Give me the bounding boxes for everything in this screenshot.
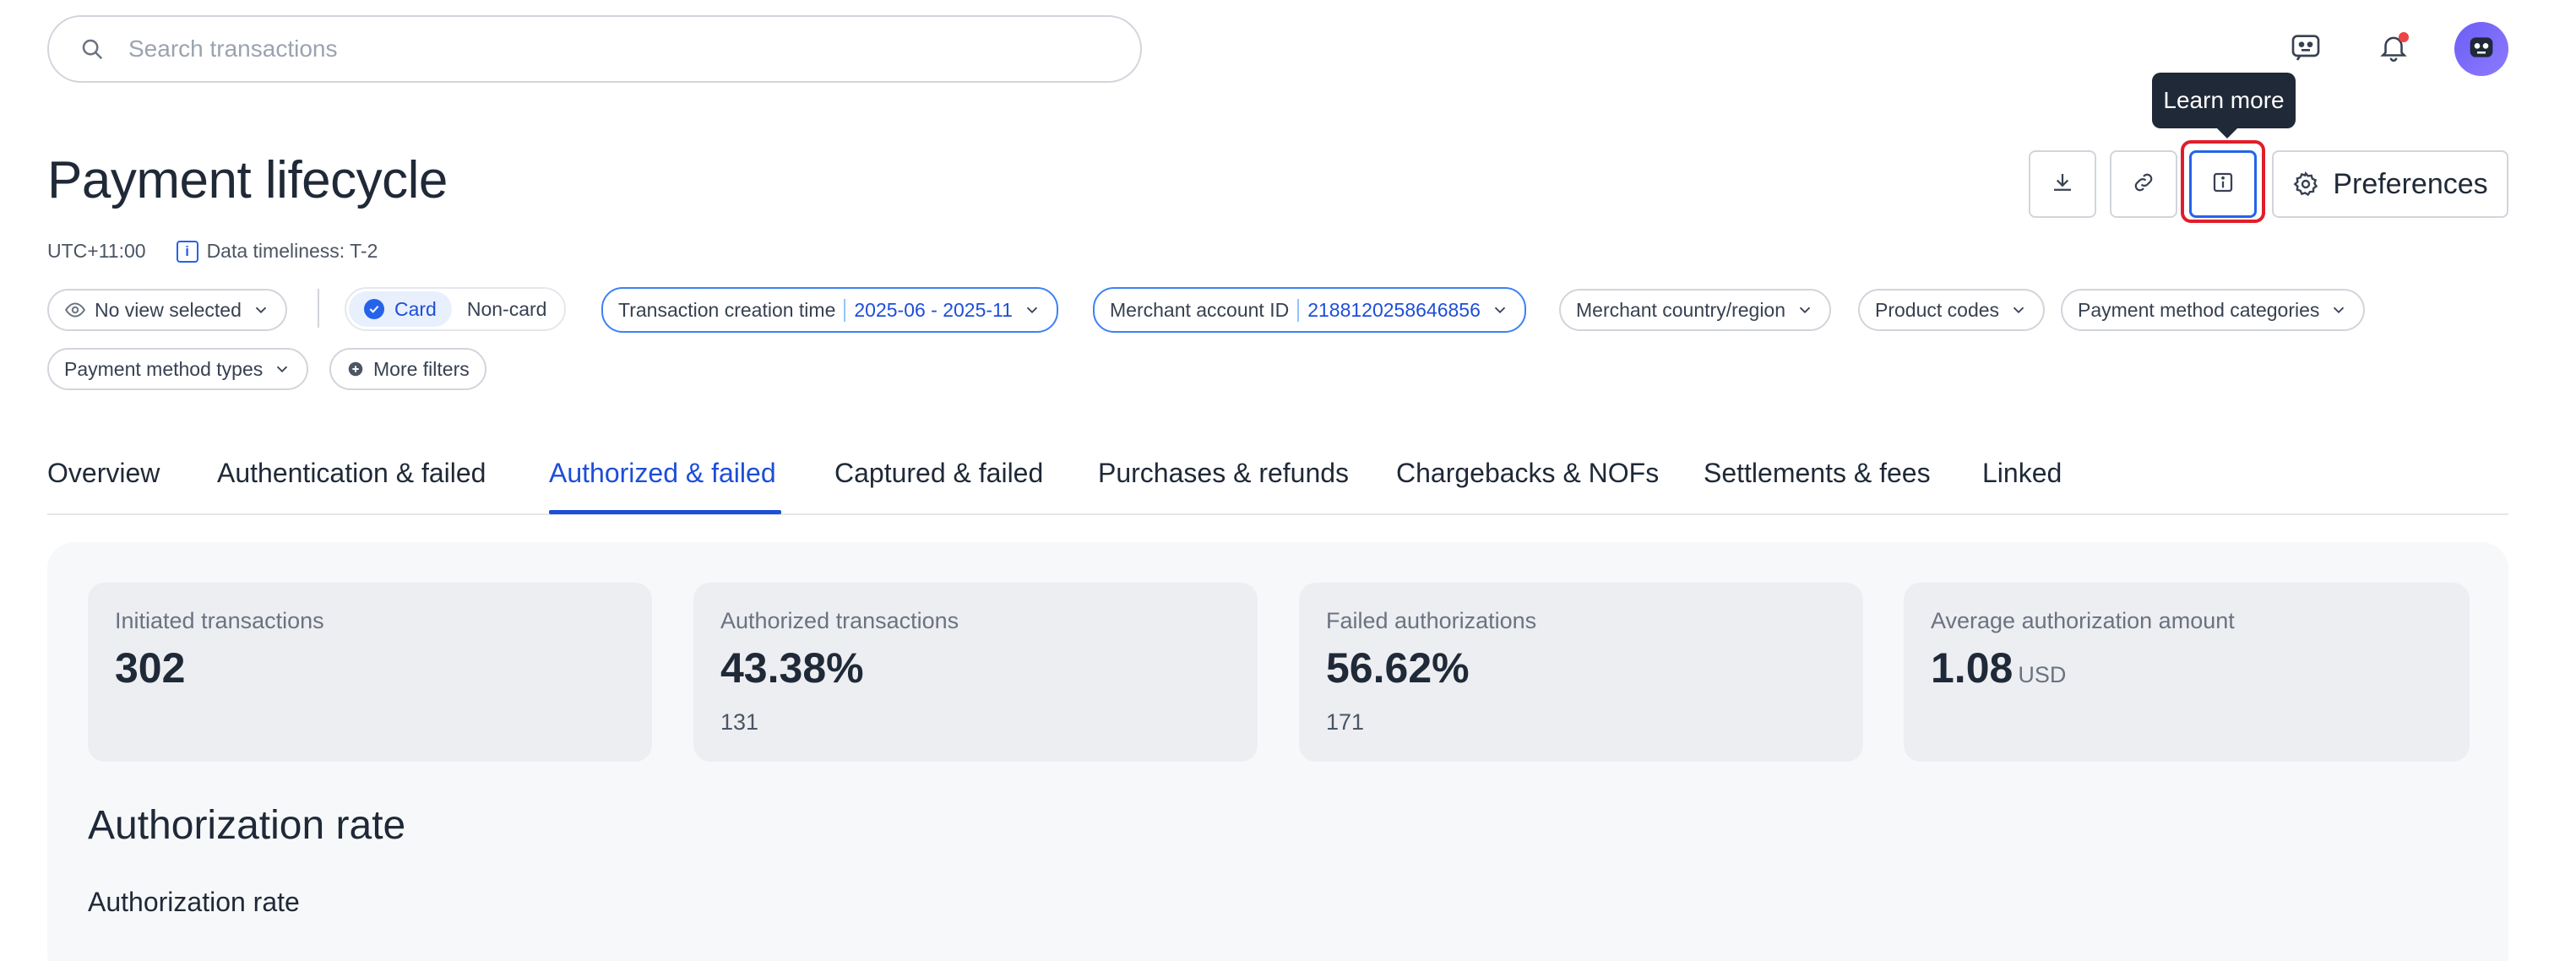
download-icon xyxy=(2050,170,2075,199)
metric-value: 302 xyxy=(115,644,186,692)
gear-icon xyxy=(2292,171,2319,198)
pm-categories-filter[interactable]: Payment method categories xyxy=(2061,289,2366,331)
view-select-label: No view selected xyxy=(95,298,242,321)
payment-type-toggle[interactable]: Card Non-card xyxy=(345,287,567,331)
txn-time-label: Transaction creation time xyxy=(618,298,836,321)
copy-link-button[interactable] xyxy=(2110,150,2177,218)
tab-authentication[interactable]: Authentication & failed xyxy=(217,458,486,488)
metric-count: 171 xyxy=(1326,709,1365,735)
toggle-non-card-label: Non-card xyxy=(466,297,547,320)
txn-time-value: 2025-06 - 2025-11 xyxy=(844,298,1013,322)
notification-dot xyxy=(2399,32,2409,42)
country-filter[interactable]: Merchant country/region xyxy=(1559,289,1832,331)
toggle-card[interactable]: Card xyxy=(349,291,452,327)
txn-time-filter[interactable]: Transaction creation time 2025-06 - 2025… xyxy=(601,287,1058,333)
page-title: Payment lifecycle xyxy=(47,151,448,209)
product-codes-filter[interactable]: Product codes xyxy=(1858,289,2046,331)
pm-categories-label: Payment method categories xyxy=(2078,298,2320,321)
chevron-down-icon xyxy=(2009,301,2028,319)
metric-label: Failed authorizations xyxy=(1326,608,1537,633)
section-title: Authorization rate xyxy=(88,803,406,848)
metric-card-average: Average authorization amount 1.08 USD xyxy=(1904,583,2470,762)
assistant-button[interactable] xyxy=(2279,22,2333,76)
view-select[interactable]: No view selected xyxy=(47,289,287,331)
section-subtitle: Authorization rate xyxy=(88,887,300,917)
chevron-down-icon xyxy=(1796,301,1814,319)
tab-linked[interactable]: Linked xyxy=(1982,458,2062,488)
country-filter-label: Merchant country/region xyxy=(1576,298,1786,321)
plus-circle-icon xyxy=(346,360,365,378)
metric-label: Average authorization amount xyxy=(1931,608,2235,633)
learn-more-button[interactable] xyxy=(2189,150,2257,218)
timezone-label: UTC+11:00 xyxy=(47,240,146,262)
metric-value: 56.62% xyxy=(1326,644,1470,692)
metric-card-initiated: Initiated transactions 302 xyxy=(88,583,652,762)
chevron-down-icon xyxy=(1023,301,1041,319)
merchant-account-value: 2188120258646856 xyxy=(1297,298,1481,322)
chevron-down-icon xyxy=(1491,301,1509,319)
more-filters-label: More filters xyxy=(373,357,470,380)
tab-authorized[interactable]: Authorized & failed xyxy=(549,458,776,488)
tab-bar: Overview Authentication & failed Authori… xyxy=(47,449,2508,515)
metric-label: Initiated transactions xyxy=(115,608,324,633)
merchant-account-label: Merchant account ID xyxy=(1110,298,1290,321)
chevron-down-icon xyxy=(2329,301,2348,319)
metric-card-failed: Failed authorizations 56.62% 171 xyxy=(1299,583,1863,762)
tab-captured[interactable]: Captured & failed xyxy=(834,458,1044,488)
metric-count: 131 xyxy=(720,709,759,735)
link-icon xyxy=(2131,170,2156,199)
toggle-card-label: Card xyxy=(394,297,437,320)
metric-value: 1.08 xyxy=(1931,644,2014,692)
bell-icon xyxy=(2378,31,2410,68)
highlight-ring xyxy=(2181,140,2265,223)
learn-more-tooltip: Learn more xyxy=(2152,73,2296,138)
more-filters-button[interactable]: More filters xyxy=(329,348,486,390)
metric-value: 43.38% xyxy=(720,644,864,692)
timeliness-label: Data timeliness: T-2 xyxy=(206,240,378,262)
info-icon: i xyxy=(176,240,198,263)
search-icon xyxy=(79,35,108,63)
pm-types-filter[interactable]: Payment method types xyxy=(47,348,309,390)
chevron-down-icon xyxy=(273,360,291,378)
metric-value-wrap: 1.08 USD xyxy=(1931,643,2066,692)
preferences-label: Preferences xyxy=(2333,167,2488,200)
tab-purchases[interactable]: Purchases & refunds xyxy=(1098,458,1350,488)
toggle-non-card[interactable]: Non-card xyxy=(452,291,562,327)
metric-unit: USD xyxy=(2018,662,2067,687)
info-box-icon xyxy=(2210,170,2236,199)
metric-card-authorized: Authorized transactions 43.38% 131 xyxy=(693,583,1258,762)
check-icon xyxy=(364,299,384,319)
eye-icon xyxy=(64,299,86,321)
page-meta: UTC+11:00 i Data timeliness: T-2 xyxy=(47,240,378,263)
robot-chat-icon xyxy=(2289,30,2323,68)
robot-avatar-icon xyxy=(2465,30,2498,68)
tab-settlements[interactable]: Settlements & fees xyxy=(1704,458,1931,488)
avatar[interactable] xyxy=(2454,22,2508,76)
preferences-button[interactable]: Preferences xyxy=(2272,150,2508,218)
product-codes-label: Product codes xyxy=(1875,298,2000,321)
search-bar[interactable] xyxy=(47,15,1142,83)
active-tab-indicator xyxy=(549,510,781,514)
notifications-button[interactable] xyxy=(2367,22,2421,76)
chevron-down-icon xyxy=(252,301,270,319)
search-input[interactable] xyxy=(128,35,1057,62)
metric-label: Authorized transactions xyxy=(720,608,959,633)
tab-overview[interactable]: Overview xyxy=(47,458,160,488)
pm-types-label: Payment method types xyxy=(64,357,264,380)
divider xyxy=(318,289,319,328)
merchant-account-filter[interactable]: Merchant account ID 2188120258646856 xyxy=(1093,287,1526,333)
tab-chargebacks[interactable]: Chargebacks & NOFs xyxy=(1396,458,1660,488)
download-button[interactable] xyxy=(2029,150,2096,218)
